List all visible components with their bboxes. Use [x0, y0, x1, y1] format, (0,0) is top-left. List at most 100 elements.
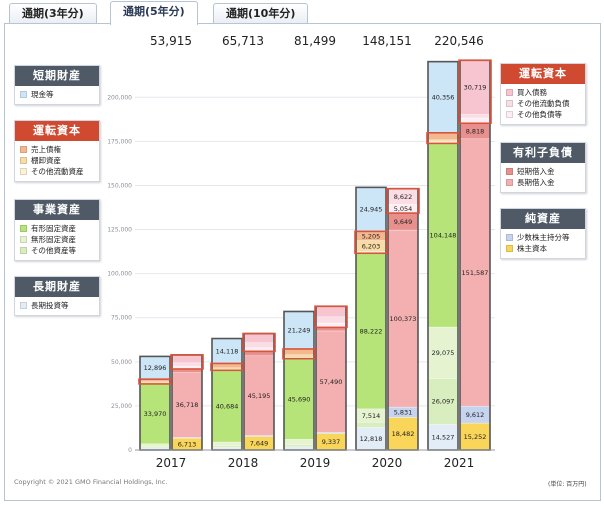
swatch-icon	[506, 89, 513, 96]
liability-segment	[171, 354, 203, 364]
total-value-label: 53,915	[150, 34, 192, 48]
tab-5-years[interactable]: 通期(5年分)	[110, 1, 198, 25]
asset-data-label: 40,356	[432, 94, 455, 102]
legend-item: 長期借入金	[506, 177, 581, 188]
asset-working-capital-highlight	[354, 230, 388, 255]
total-value-label: 220,546	[434, 34, 484, 48]
asset-data-label: 7,514	[362, 412, 381, 420]
swatch-icon	[20, 146, 27, 153]
liability-data-label: 8,622	[394, 193, 413, 201]
y-tick-label: 0	[128, 447, 132, 454]
tab-10-years[interactable]: 通期(10年分)	[213, 3, 309, 24]
legend-items: 買入債務 その他流動負債 その他負債等	[501, 84, 585, 124]
asset-segment	[427, 326, 459, 379]
asset-segment	[211, 370, 243, 443]
swatch-icon	[20, 302, 27, 309]
y-tick-label: 100,000	[107, 271, 132, 278]
asset-data-label: 14,118	[216, 347, 239, 355]
liability-data-label: 45,195	[248, 392, 271, 400]
liability-data-label: 15,252	[464, 433, 487, 441]
legend-label: 少数株主持分等	[517, 233, 570, 242]
swatch-icon	[506, 245, 513, 252]
legend-label: その他資産等	[31, 246, 76, 255]
asset-working-capital-highlight	[138, 378, 172, 385]
legend-items: 長期投資等	[15, 297, 99, 315]
y-tick-label: 25,000	[111, 403, 132, 410]
legend-title: 事業資産	[15, 200, 99, 220]
liability-segment	[243, 333, 275, 343]
legend-items: 現金等	[15, 86, 99, 104]
liability-segment	[171, 362, 203, 367]
x-tick-label: 2019	[300, 456, 331, 470]
asset-segment	[283, 358, 315, 440]
liability-data-label: 9,612	[466, 411, 485, 419]
legend-long-assets: 長期財産 長期投資等	[14, 276, 100, 316]
legend-item: 有形固定資産	[20, 223, 95, 234]
liability-data-label: 7,649	[250, 440, 269, 448]
legend-net-assets: 純資産 少数株主持分等 株主資本	[500, 208, 586, 259]
legend-title: 有利子負債	[501, 143, 585, 163]
legend-items: 短期借入金 長期借入金	[501, 163, 585, 192]
swatch-icon	[506, 100, 513, 107]
asset-working-capital-highlight	[210, 362, 244, 372]
swatch-icon	[506, 234, 513, 241]
asset-data-label: 21,249	[288, 327, 311, 335]
tab-3-years[interactable]: 通期(3年分)	[9, 3, 97, 24]
asset-data-label: 24,945	[360, 206, 383, 214]
liability-data-label: 5,054	[394, 205, 413, 213]
liability-working-capital-highlight	[170, 354, 204, 370]
legend-label: 有形固定資産	[31, 224, 76, 233]
asset-working-capital-highlight	[282, 348, 316, 360]
legend-item: 買入債務	[506, 87, 581, 98]
swatch-icon	[20, 157, 27, 164]
total-value-label: 148,151	[362, 34, 412, 48]
asset-segment	[427, 139, 459, 142]
liability-data-label: 9,649	[394, 218, 413, 226]
legend-title: 長期財産	[15, 277, 99, 297]
legend-item: 売上債権	[20, 144, 95, 155]
y-tick-label: 125,000	[107, 227, 132, 234]
legend-label: その他流動資産	[31, 167, 84, 176]
liability-data-label: 6,713	[178, 440, 197, 448]
legend-item: その他負債等	[506, 109, 581, 120]
legend-item: その他資産等	[20, 245, 95, 256]
legend-business-assets: 事業資産 有形固定資産 無形固定資産 その他資産等	[14, 199, 100, 261]
asset-segment	[283, 438, 315, 445]
legend-label: 買入債務	[517, 88, 547, 97]
legend-label: その他負債等	[517, 110, 562, 119]
swatch-icon	[20, 168, 27, 175]
swatch-icon	[506, 168, 513, 175]
legend-label: 短期借入金	[517, 167, 555, 176]
liability-data-label: 9,337	[322, 438, 341, 446]
legend-title: 短期財産	[15, 66, 99, 86]
y-tick-label: 175,000	[107, 138, 132, 145]
liability-data-label: 57,490	[320, 378, 343, 386]
asset-data-label: 6,203	[362, 242, 381, 250]
asset-data-label: 88,222	[360, 327, 383, 335]
asset-data-label: 5,205	[362, 232, 381, 240]
y-tick-label: 200,000	[107, 94, 132, 101]
asset-segment	[427, 143, 459, 328]
legend-label: 長期借入金	[517, 178, 555, 187]
asset-segment	[139, 443, 171, 447]
legend-item: 少数株主持分等	[506, 232, 581, 243]
liability-working-capital-highlight	[386, 187, 420, 214]
liability-segment	[315, 306, 347, 318]
period-tabs: 通期(3年分) 通期(5年分) 通期(10年分)	[0, 0, 604, 25]
liability-segment	[315, 316, 347, 324]
liability-data-label: 151,587	[462, 269, 489, 277]
swatch-icon	[20, 91, 27, 98]
legend-item: その他流動資産	[20, 166, 95, 177]
legend-title: 運転資本	[15, 121, 99, 141]
liability-data-label: 30,719	[464, 84, 487, 92]
legend-items: 売上債権 棚卸資産 その他流動資産	[15, 141, 99, 181]
x-tick-label: 2018	[228, 456, 259, 470]
asset-segment	[211, 445, 243, 448]
legend-title: 純資産	[501, 209, 585, 229]
asset-working-capital-highlight	[426, 132, 460, 145]
legend-label: その他流動負債	[517, 99, 570, 108]
swatch-icon	[20, 225, 27, 232]
legend-title: 運転資本	[501, 64, 585, 84]
legend-items: 少数株主持分等 株主資本	[501, 229, 585, 258]
